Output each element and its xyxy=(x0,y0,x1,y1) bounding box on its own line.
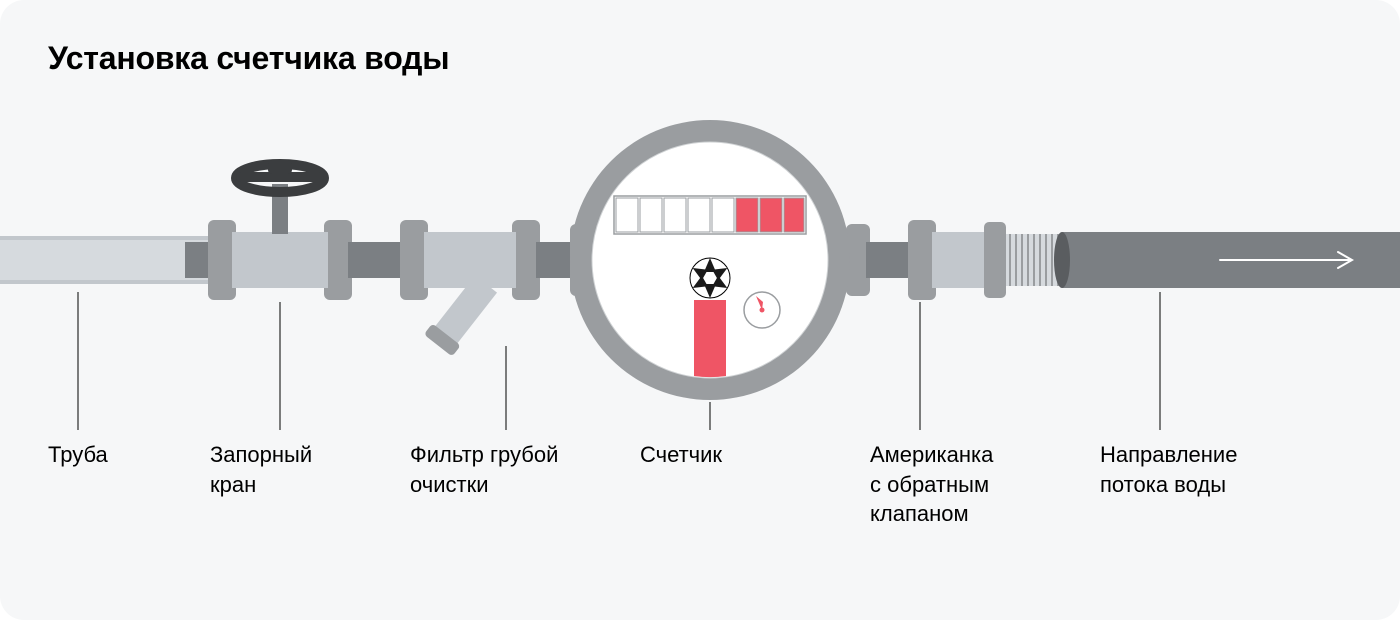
meter-digits xyxy=(614,196,806,234)
meter-impeller-icon xyxy=(690,258,731,298)
pipe-outlet xyxy=(1054,232,1400,288)
pipe-inlet xyxy=(0,236,210,284)
water-meter xyxy=(570,120,850,400)
label-filter: Фильтр грубой очистки xyxy=(410,440,558,499)
label-union: Американка с обратным клапаном xyxy=(870,440,993,529)
diagram-card: Установка счетчика воды xyxy=(0,0,1400,620)
label-meter: Счетчик xyxy=(640,440,722,470)
label-pipe: Труба xyxy=(48,440,108,470)
water-meter-diagram xyxy=(0,0,1400,620)
meter-dial-icon xyxy=(744,292,780,328)
valve-handle-icon xyxy=(236,160,324,192)
union-fitting xyxy=(908,220,1066,300)
filter xyxy=(400,220,540,357)
valve xyxy=(208,160,352,300)
connector xyxy=(348,242,408,278)
label-flow: Направление потока воды xyxy=(1100,440,1237,499)
label-valve: Запорный кран xyxy=(210,440,312,499)
meter-red-band xyxy=(694,300,726,377)
